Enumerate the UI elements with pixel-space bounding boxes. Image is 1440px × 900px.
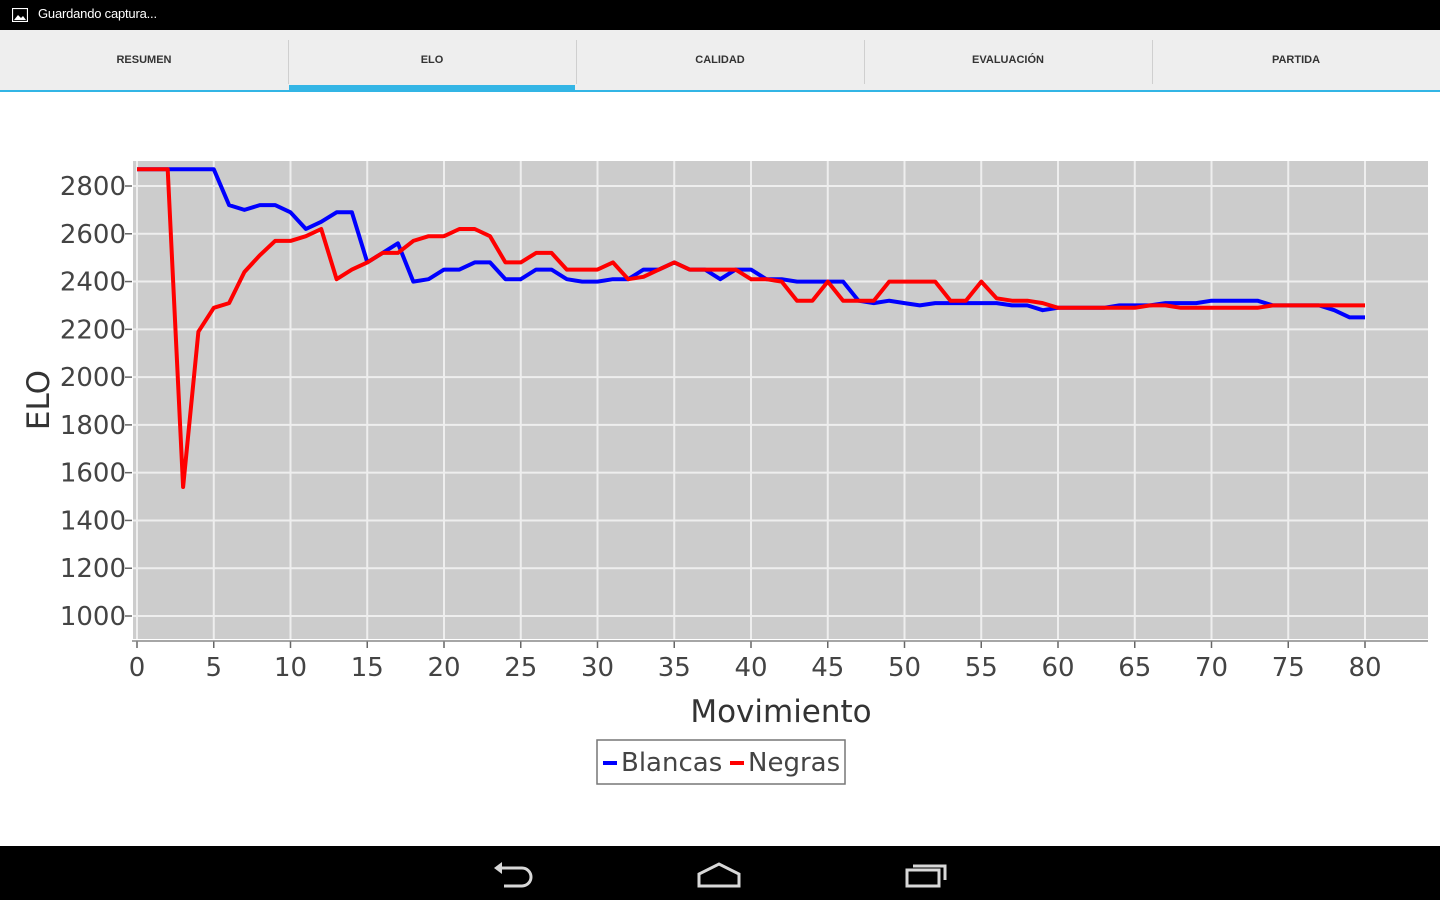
y-tick-label: 1200 xyxy=(60,554,126,584)
x-tick-label: 0 xyxy=(129,653,146,683)
x-tick-label: 80 xyxy=(1348,653,1381,683)
y-tick-label: 1800 xyxy=(60,411,126,441)
tab-bar: RESUMEN ELO CALIDAD EVALUACIÓN PARTIDA xyxy=(0,30,1440,92)
tab-resumen[interactable]: RESUMEN xyxy=(116,54,172,66)
image-icon xyxy=(12,8,28,22)
series-line-negras xyxy=(137,167,1365,489)
y-tick-label: 2800 xyxy=(60,172,126,202)
x-tick-label: 60 xyxy=(1041,653,1074,683)
tab-divider xyxy=(288,40,289,84)
status-bar: Guardando captura... xyxy=(0,0,1440,30)
y-tick-label: 1000 xyxy=(60,602,126,632)
x-tick-label: 40 xyxy=(734,653,767,683)
recent-apps-icon[interactable] xyxy=(897,856,957,890)
y-axis-label: ELO xyxy=(21,370,57,430)
tab-elo[interactable]: ELO xyxy=(420,54,444,66)
x-tick-label: 5 xyxy=(205,653,222,683)
y-tick-label: 2400 xyxy=(60,268,126,298)
y-tick-label: 2600 xyxy=(60,220,126,250)
x-tick-label: 20 xyxy=(427,653,460,683)
y-tick-label: 2200 xyxy=(60,315,126,345)
x-tick-label: 55 xyxy=(965,653,998,683)
x-tick-label: 45 xyxy=(811,653,844,683)
tab-divider xyxy=(576,40,577,84)
tab-divider xyxy=(1152,40,1153,84)
x-axis-label: Movimiento xyxy=(690,694,871,730)
elo-chart: 0 5 10 15 20 25 30 35 40 45 50 55 60 65 70 75 80 1000 1200… xyxy=(21,161,1428,785)
x-tick-label: 65 xyxy=(1118,653,1151,683)
legend-label-negras: Negras xyxy=(748,748,840,778)
back-icon[interactable] xyxy=(482,856,542,890)
x-tick-label: 10 xyxy=(274,653,307,683)
navigation-bar xyxy=(0,846,1440,900)
x-tick-label: 70 xyxy=(1195,653,1228,683)
legend-box xyxy=(596,739,846,785)
legend-label-blancas: Blancas xyxy=(621,748,722,778)
x-tick-label: 30 xyxy=(581,653,614,683)
y-tick-label: 2000 xyxy=(60,363,126,393)
y-tick-label: 1600 xyxy=(60,459,126,489)
tab-calidad[interactable]: CALIDAD xyxy=(695,54,745,66)
x-tick-label: 75 xyxy=(1272,653,1305,683)
x-tick-label: 50 xyxy=(888,653,921,683)
tab-partida[interactable]: PARTIDA xyxy=(1271,54,1321,66)
tab-divider xyxy=(864,40,865,84)
selected-tab-indicator xyxy=(289,85,575,91)
x-tick-label: 25 xyxy=(504,653,537,683)
y-tick-label: 1400 xyxy=(60,506,126,536)
x-tick-label: 15 xyxy=(351,653,384,683)
home-icon[interactable] xyxy=(689,856,749,890)
tab-evaluacion[interactable]: EVALUACIÓN xyxy=(972,54,1044,66)
status-notification-text: Guardando captura... xyxy=(38,6,157,21)
x-tick-label: 35 xyxy=(658,653,691,683)
